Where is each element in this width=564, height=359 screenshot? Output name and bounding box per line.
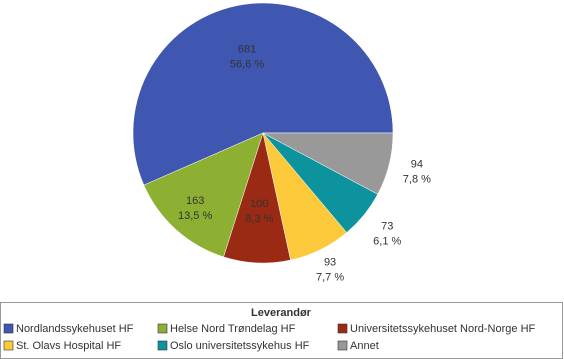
share-label: 13,5 % — [178, 210, 212, 222]
share-label: 56,6 % — [230, 59, 264, 71]
share-label: 7,8 % — [403, 173, 431, 185]
legend-swatch — [157, 323, 168, 334]
pie-slice — [262, 132, 394, 195]
value-label: 163 — [186, 195, 204, 207]
legend-swatch — [157, 340, 168, 351]
value-label: 93 — [324, 256, 336, 268]
legend-label: Helse Nord Trøndelag HF — [170, 323, 296, 335]
value-label: 94 — [411, 158, 423, 170]
share-label: 8,3 % — [245, 213, 273, 225]
legend-swatch — [337, 323, 348, 334]
legend-label: Annet — [350, 340, 379, 352]
legend-label: Nordlandssykehuset HF — [16, 323, 134, 335]
value-label: 681 — [238, 44, 256, 56]
legend-swatch — [337, 340, 348, 351]
legend-swatch — [3, 340, 14, 351]
legend-label: Universitetssykehuset Nord-Norge HF — [350, 323, 536, 335]
value-label: 100 — [250, 198, 268, 210]
legend-label: St. Olavs Hospital HF — [16, 340, 121, 352]
legend-label: Oslo universitetssykehus HF — [170, 340, 310, 352]
share-label: 6,1 % — [373, 236, 401, 248]
legend-box — [0, 302, 563, 359]
value-label: 73 — [381, 221, 393, 233]
share-label: 7,7 % — [316, 271, 344, 283]
legend-title: Leverandør — [251, 307, 312, 319]
pie-slice — [132, 2, 394, 186]
legend-swatch — [3, 323, 14, 334]
